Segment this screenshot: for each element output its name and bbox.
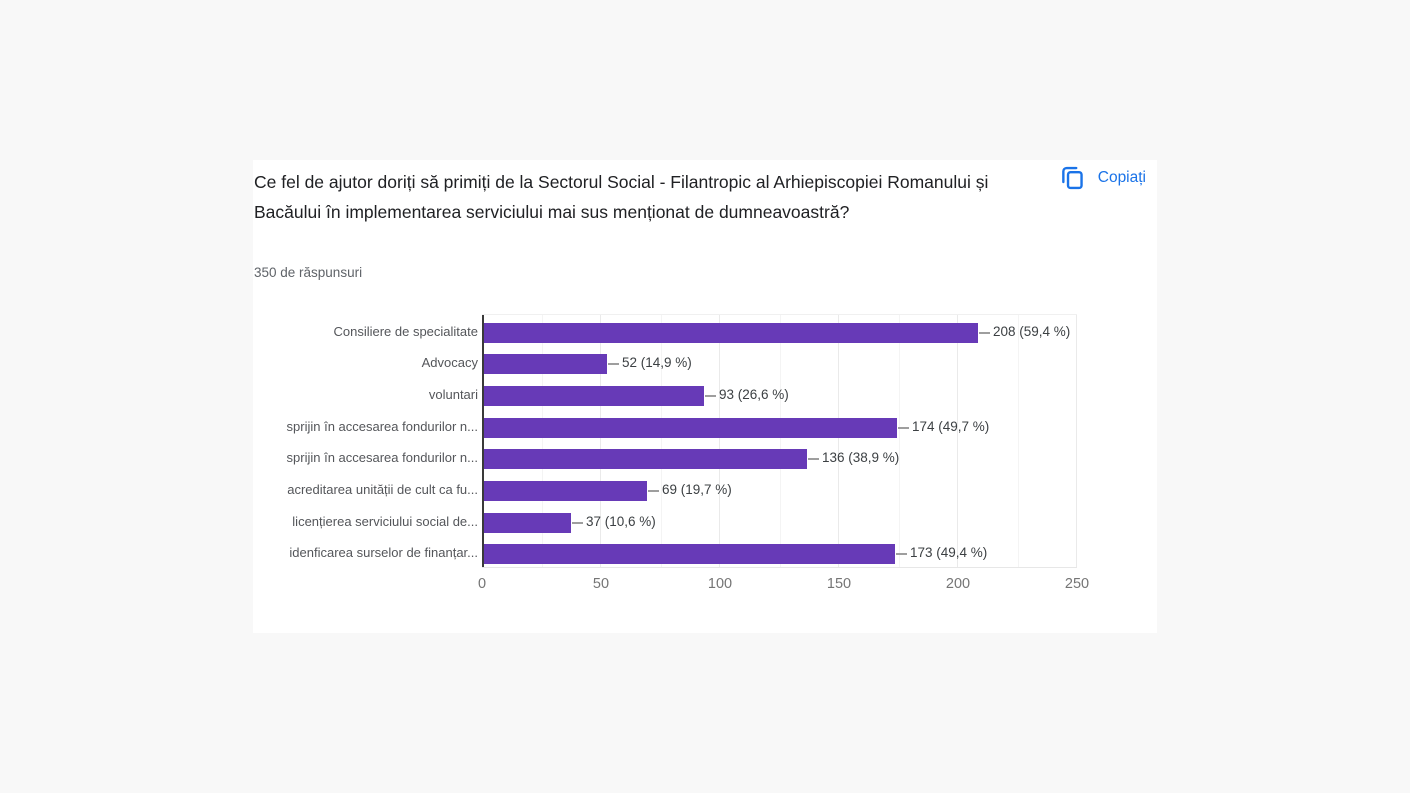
x-axis-tick-label: 200 — [945, 576, 971, 592]
annotation-connector-line — [979, 331, 990, 334]
x-axis-tick-label: 150 — [826, 576, 852, 592]
y-axis-line — [482, 315, 484, 567]
x-axis-tick-labels: 0 50 100 150 200 250 — [478, 576, 1089, 598]
x-axis-tick-label: 100 — [707, 576, 733, 592]
chart-bar — [484, 322, 978, 343]
bar-value-label: 174 (49,7 %) — [912, 418, 990, 434]
gridline-major — [957, 315, 958, 567]
gridline-minor — [541, 315, 543, 567]
chart-bar — [484, 449, 807, 470]
chart-plot-area: 208 (59,4 %) 52 (14,9 %) 93 (26,6 %) 174 (4… — [482, 314, 1077, 568]
gridline-minor — [779, 315, 781, 567]
bar-value-label: 52 (14,9 %) — [622, 355, 692, 371]
category-label: voluntari — [428, 386, 478, 402]
question-result-card: Ce fel de ajutor doriți să primiți de la… — [253, 160, 1157, 633]
annotation-connector-line — [705, 394, 716, 397]
chart-bar — [484, 544, 895, 565]
category-label: licențierea serviciului social de... — [292, 513, 478, 529]
category-label: Advocacy — [421, 355, 478, 371]
bar-chart: Consiliere de specialitate Advocacy volunt… — [253, 314, 1157, 614]
x-axis-tick-label: 250 — [1064, 576, 1090, 592]
bar-value-label: 208 (59,4 %) — [993, 323, 1071, 339]
gridline-major — [719, 315, 720, 567]
category-label: idenficarea surselor de finanțar... — [289, 545, 478, 561]
bar-value-label: 93 (26,6 %) — [719, 386, 789, 402]
copy-button-label: Copiați — [1097, 169, 1146, 186]
chart-bar — [484, 481, 647, 501]
annotation-connector-line — [808, 458, 819, 461]
annotation-connector-line — [898, 426, 909, 429]
annotation-connector-line — [572, 521, 583, 524]
chart-bar — [484, 417, 897, 438]
gridline-minor — [898, 315, 900, 567]
bar-value-label: 37 (10,6 %) — [586, 513, 656, 529]
bar-value-label: 69 (19,7 %) — [662, 482, 732, 497]
gridline-major — [838, 315, 839, 567]
copy-icon — [1060, 165, 1085, 191]
gridline-minor — [1017, 315, 1019, 567]
bar-value-label: 173 (49,4 %) — [910, 545, 988, 561]
category-label: Consiliere de specialitate — [333, 323, 478, 339]
chart-bar — [484, 512, 571, 533]
response-count: 350 de răspunsuri — [254, 265, 363, 280]
chart-bar — [484, 385, 704, 406]
category-label: acreditarea unității de cult ca fu... — [287, 482, 478, 497]
category-label: sprijin în accesarea fondurilor n... — [286, 450, 478, 466]
annotation-connector-line — [608, 363, 619, 366]
category-labels-column: Consiliere de specialitate Advocacy volunt… — [253, 314, 478, 568]
annotation-connector-line — [648, 490, 659, 492]
x-axis-tick-label: 50 — [592, 576, 610, 592]
gridline-minor — [660, 315, 662, 567]
category-label: sprijin în accesarea fondurilor n... — [286, 418, 478, 434]
copy-button[interactable]: Copiați — [1058, 163, 1148, 193]
question-title: Ce fel de ajutor doriți să primiți de la… — [254, 172, 989, 222]
annotation-connector-line — [896, 553, 907, 556]
gridline-major — [600, 315, 601, 567]
x-axis-tick-label: 0 — [477, 576, 487, 592]
chart-bar — [484, 354, 607, 375]
gridline-major — [1076, 315, 1077, 567]
bar-value-label: 136 (38,9 %) — [822, 450, 900, 466]
